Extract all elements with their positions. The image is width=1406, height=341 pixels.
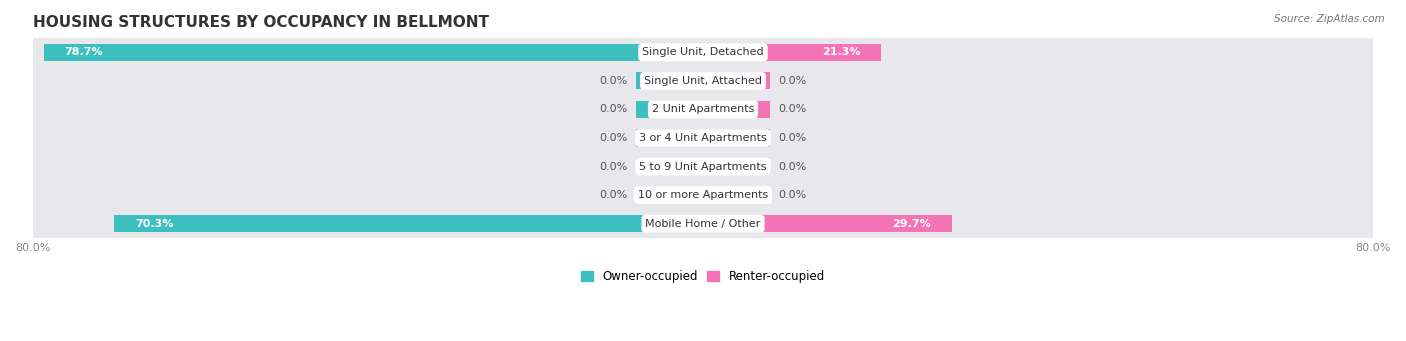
Bar — [636, 130, 703, 147]
Bar — [703, 187, 770, 204]
Text: HOUSING STRUCTURES BY OCCUPANCY IN BELLMONT: HOUSING STRUCTURES BY OCCUPANCY IN BELLM… — [32, 15, 489, 30]
Text: 10 or more Apartments: 10 or more Apartments — [638, 190, 768, 200]
Text: Single Unit, Detached: Single Unit, Detached — [643, 47, 763, 57]
Bar — [636, 72, 703, 89]
FancyBboxPatch shape — [32, 23, 1374, 82]
Text: 21.3%: 21.3% — [823, 47, 860, 57]
FancyBboxPatch shape — [32, 80, 1374, 139]
Text: Mobile Home / Other: Mobile Home / Other — [645, 219, 761, 229]
Text: 0.0%: 0.0% — [779, 76, 807, 86]
Bar — [703, 130, 770, 147]
Text: 0.0%: 0.0% — [599, 76, 627, 86]
FancyBboxPatch shape — [32, 165, 1374, 225]
FancyBboxPatch shape — [32, 137, 1374, 196]
Bar — [703, 101, 770, 118]
Bar — [636, 158, 703, 175]
Text: 78.7%: 78.7% — [65, 47, 103, 57]
Text: 0.0%: 0.0% — [599, 162, 627, 172]
Text: 0.0%: 0.0% — [599, 133, 627, 143]
Legend: Owner-occupied, Renter-occupied: Owner-occupied, Renter-occupied — [576, 266, 830, 288]
Bar — [44, 44, 703, 61]
Text: 0.0%: 0.0% — [779, 190, 807, 200]
Text: Single Unit, Attached: Single Unit, Attached — [644, 76, 762, 86]
Text: 2 Unit Apartments: 2 Unit Apartments — [652, 104, 754, 115]
Text: 0.0%: 0.0% — [779, 133, 807, 143]
Text: Source: ZipAtlas.com: Source: ZipAtlas.com — [1274, 14, 1385, 24]
FancyBboxPatch shape — [32, 108, 1374, 168]
Bar — [703, 158, 770, 175]
FancyBboxPatch shape — [32, 51, 1374, 110]
Bar — [703, 72, 770, 89]
Text: 0.0%: 0.0% — [779, 162, 807, 172]
Text: 0.0%: 0.0% — [599, 104, 627, 115]
Text: 5 to 9 Unit Apartments: 5 to 9 Unit Apartments — [640, 162, 766, 172]
Bar — [703, 44, 882, 61]
Bar — [114, 215, 703, 232]
Bar — [636, 187, 703, 204]
Bar — [703, 215, 952, 232]
Text: 0.0%: 0.0% — [599, 190, 627, 200]
Text: 0.0%: 0.0% — [779, 104, 807, 115]
Bar — [636, 101, 703, 118]
Text: 3 or 4 Unit Apartments: 3 or 4 Unit Apartments — [640, 133, 766, 143]
Text: 29.7%: 29.7% — [893, 219, 931, 229]
FancyBboxPatch shape — [32, 194, 1374, 253]
Text: 70.3%: 70.3% — [135, 219, 173, 229]
